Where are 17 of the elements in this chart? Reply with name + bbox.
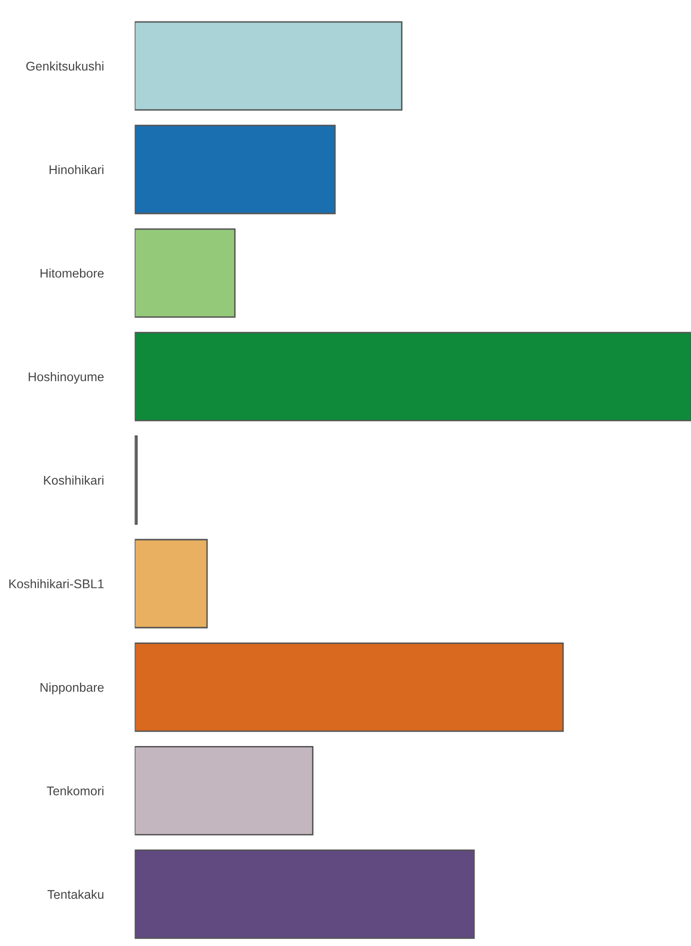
y-tick-label: Tentakaku	[48, 890, 104, 899]
bar	[134, 746, 314, 836]
y-tick-label: Genkitsukushi	[26, 61, 104, 71]
bar	[134, 124, 336, 214]
bar	[134, 642, 564, 732]
y-tick-label: Tenkomori	[46, 786, 104, 796]
bar	[134, 850, 475, 939]
bar	[134, 538, 208, 628]
y-tick-label: Nipponbare	[40, 682, 104, 694]
bar	[134, 332, 691, 422]
bar	[134, 21, 402, 111]
bar	[134, 228, 236, 318]
y-tick-label: Hoshinoyume	[28, 372, 104, 384]
y-tick-label: Koshihikari	[44, 476, 104, 485]
y-tick-label: Koshihikari-SBL1	[9, 579, 104, 588]
y-tick-label: Hitomebore	[40, 268, 104, 278]
y-tick-label: Hinohikari	[50, 164, 104, 174]
